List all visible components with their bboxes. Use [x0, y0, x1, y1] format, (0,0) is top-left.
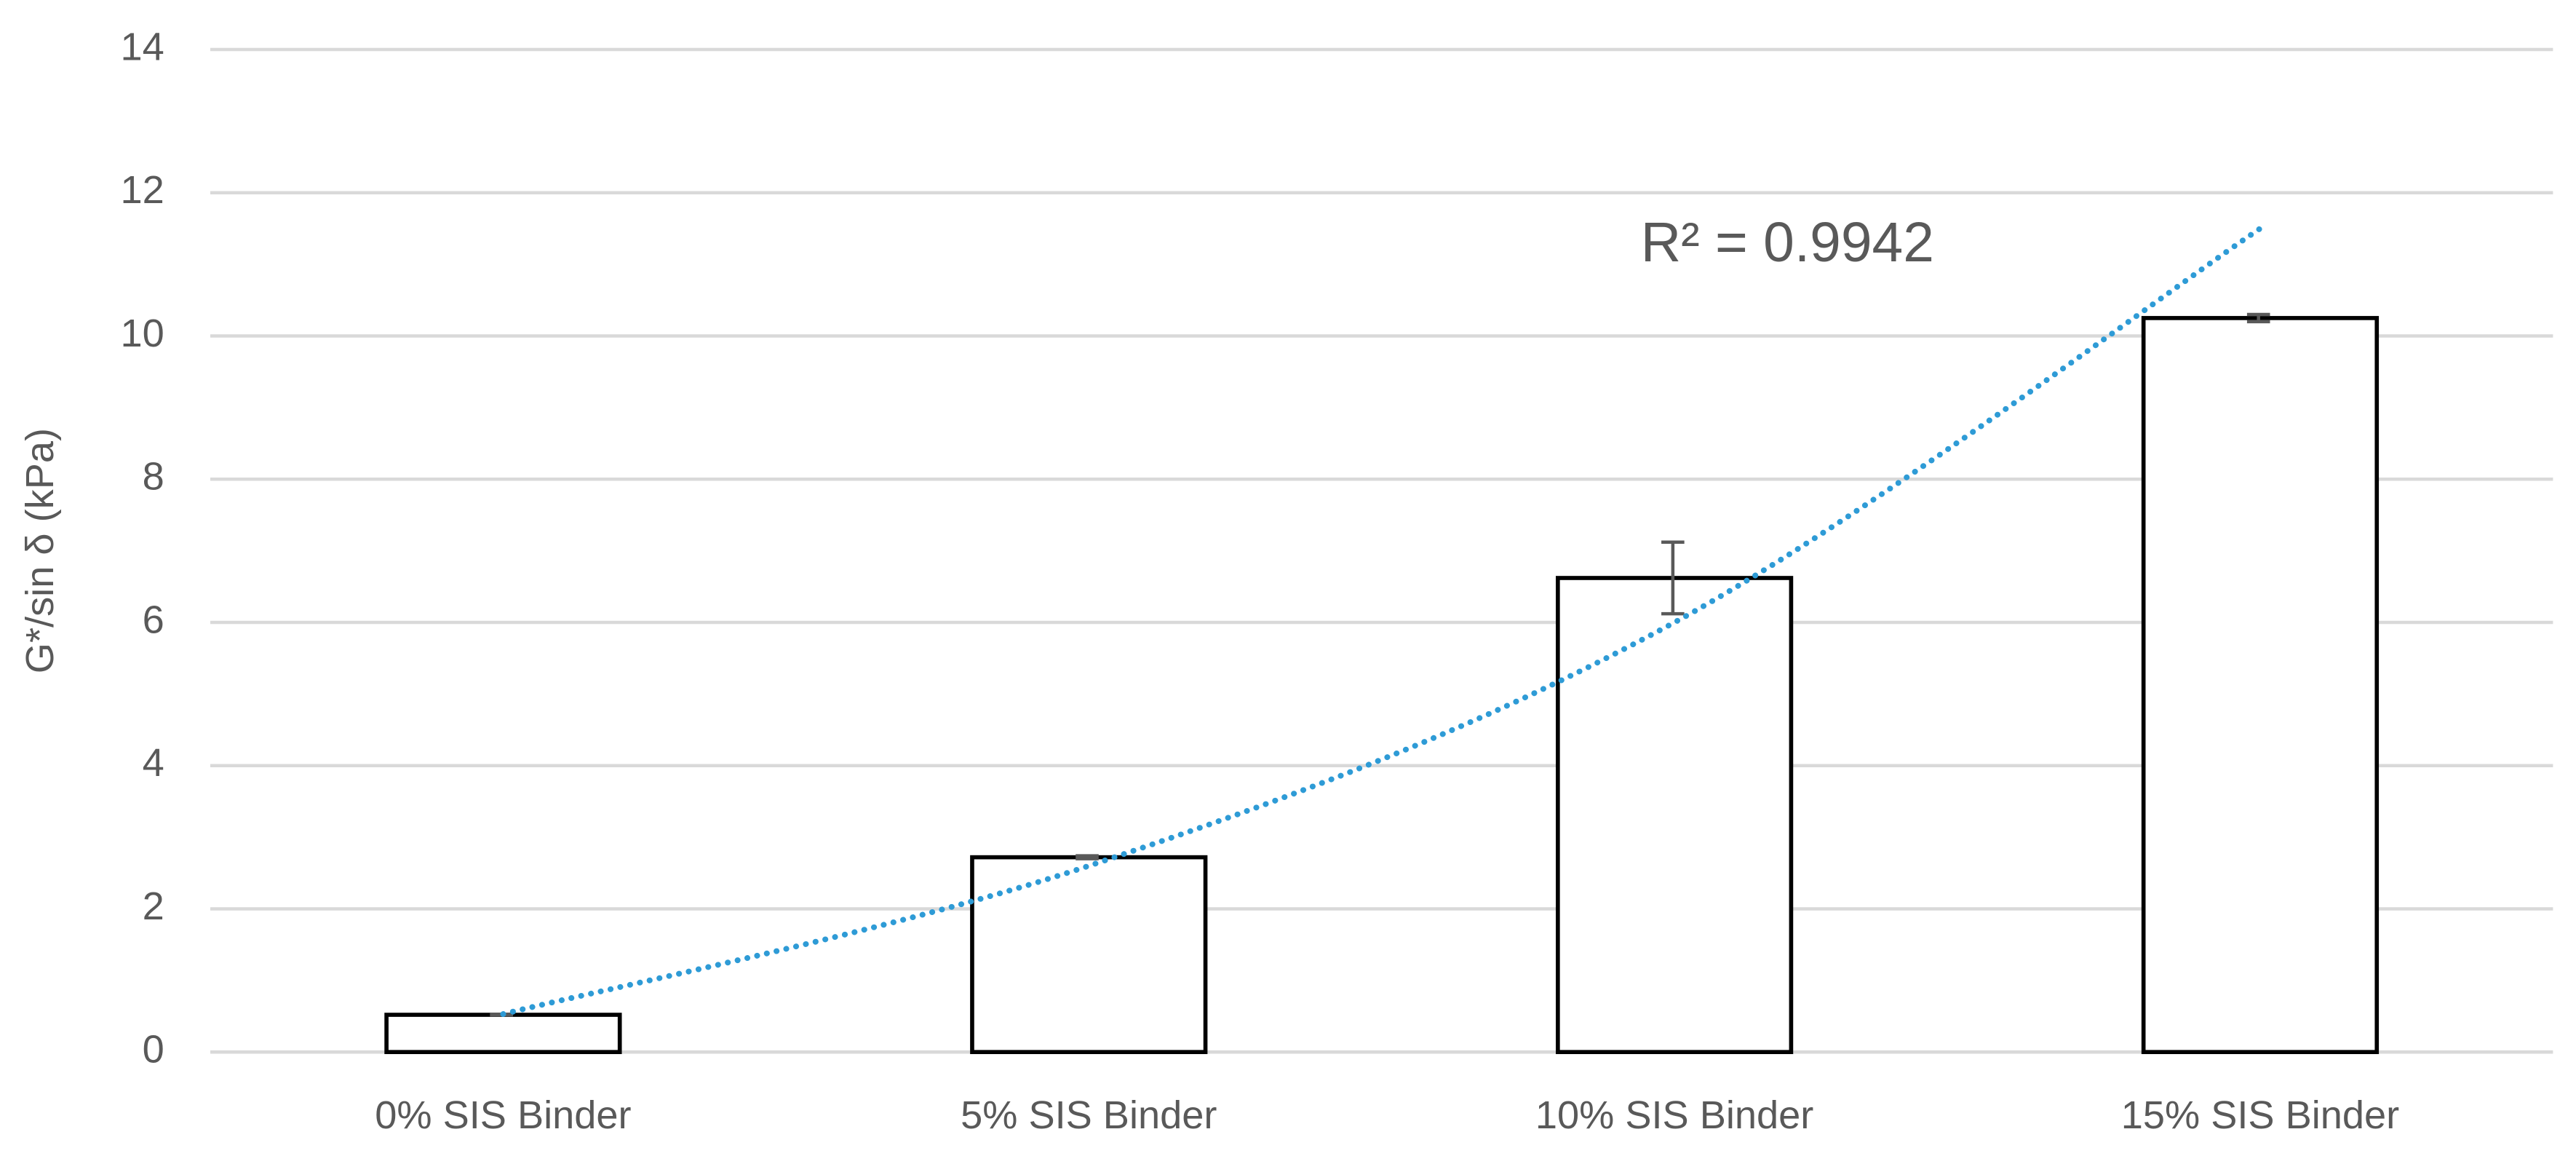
y-tick-label: 4: [143, 741, 164, 785]
y-tick-label: 2: [143, 884, 164, 928]
error-bar: [2246, 312, 2270, 324]
y-axis-label: G*/sin δ (kPa): [18, 428, 62, 673]
error-bar: [1076, 854, 1099, 860]
annotation: R² = 0.9942: [1641, 212, 1934, 274]
bar: [970, 855, 1208, 1055]
x-tick-label: 0% SIS Binder: [375, 1093, 631, 1137]
y-tick-label: 12: [120, 168, 164, 212]
x-tick-label: 5% SIS Binder: [961, 1093, 1217, 1137]
x-tick-label: 10% SIS Binder: [1535, 1093, 1813, 1137]
x-tick-label: 15% SIS Binder: [2121, 1093, 2399, 1137]
y-tick-label: 10: [120, 312, 164, 355]
bar: [2141, 316, 2380, 1055]
error-bar: [1661, 540, 1685, 616]
bar: [1555, 576, 1794, 1055]
y-tick-label: 6: [143, 598, 164, 641]
trendline: [500, 225, 2263, 1018]
y-tick-label: 14: [120, 25, 164, 68]
bar: [384, 1013, 622, 1055]
y-tick-label: 0: [143, 1028, 164, 1072]
y-tick-label: 8: [143, 455, 164, 499]
